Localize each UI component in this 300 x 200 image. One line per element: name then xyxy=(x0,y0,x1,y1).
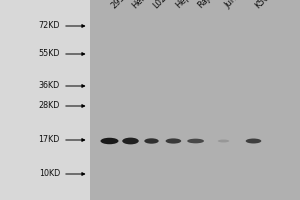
Ellipse shape xyxy=(246,139,261,143)
Ellipse shape xyxy=(144,138,159,144)
Text: Jurkat: Jurkat xyxy=(224,0,247,10)
Ellipse shape xyxy=(187,139,204,143)
Text: Hela: Hela xyxy=(130,0,150,10)
Ellipse shape xyxy=(100,138,118,144)
Ellipse shape xyxy=(166,138,181,144)
Bar xyxy=(90,0,300,200)
Text: L02: L02 xyxy=(152,0,169,10)
Text: 293: 293 xyxy=(110,0,127,10)
Text: 17KD: 17KD xyxy=(39,136,60,144)
Text: Raji: Raji xyxy=(196,0,213,10)
Text: 10KD: 10KD xyxy=(39,170,60,178)
Text: 36KD: 36KD xyxy=(39,81,60,90)
Text: HepG2: HepG2 xyxy=(173,0,200,10)
Text: 28KD: 28KD xyxy=(39,102,60,110)
Text: 72KD: 72KD xyxy=(38,21,60,30)
Text: 55KD: 55KD xyxy=(38,49,60,58)
Text: K562: K562 xyxy=(254,0,275,10)
Ellipse shape xyxy=(122,138,139,144)
Ellipse shape xyxy=(218,140,229,142)
